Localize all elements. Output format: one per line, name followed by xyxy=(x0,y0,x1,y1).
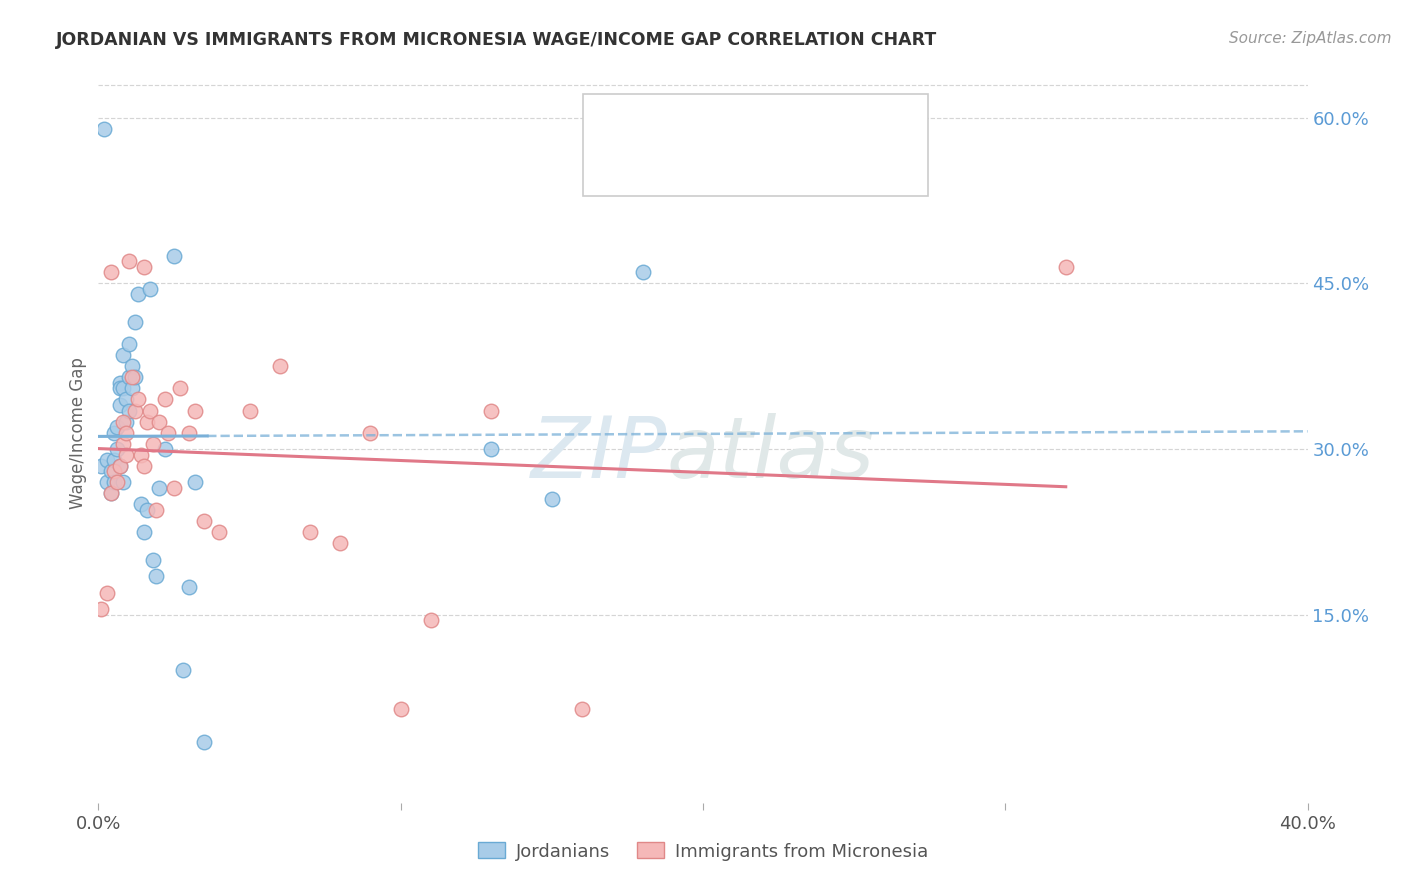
Point xyxy=(389,702,412,716)
Point xyxy=(269,359,291,374)
Point xyxy=(153,392,176,407)
Point xyxy=(127,392,149,407)
Point xyxy=(148,415,170,429)
Point xyxy=(360,425,382,440)
Point xyxy=(108,376,131,390)
Point xyxy=(184,475,207,490)
Point xyxy=(105,442,128,457)
Point xyxy=(100,486,122,500)
Point xyxy=(100,265,122,279)
Point xyxy=(135,415,157,429)
Point xyxy=(121,359,143,374)
Point xyxy=(111,475,134,490)
Point xyxy=(108,398,131,412)
Point xyxy=(108,458,131,473)
Point xyxy=(124,403,146,417)
Point xyxy=(105,475,128,490)
Point xyxy=(208,524,231,539)
Point xyxy=(1054,260,1077,274)
Point xyxy=(100,486,122,500)
Point xyxy=(481,442,503,457)
Point xyxy=(129,498,152,512)
Text: atlas: atlas xyxy=(666,413,875,496)
Point xyxy=(90,458,112,473)
Point xyxy=(118,370,141,384)
Text: JORDANIAN VS IMMIGRANTS FROM MICRONESIA WAGE/INCOME GAP CORRELATION CHART: JORDANIAN VS IMMIGRANTS FROM MICRONESIA … xyxy=(56,31,938,49)
Point xyxy=(114,415,136,429)
Point xyxy=(108,381,131,395)
Point xyxy=(124,370,146,384)
Text: R =: R = xyxy=(645,116,685,134)
Point xyxy=(108,458,131,473)
Point xyxy=(96,475,118,490)
Point xyxy=(540,491,562,506)
Point xyxy=(111,381,134,395)
Point xyxy=(96,586,118,600)
Point xyxy=(184,403,207,417)
Point xyxy=(132,260,155,274)
Point xyxy=(132,524,155,539)
Point xyxy=(239,403,262,417)
Point xyxy=(111,348,134,362)
Point xyxy=(103,475,125,490)
Point xyxy=(118,254,141,268)
Text: N =: N = xyxy=(772,116,811,134)
Point xyxy=(93,121,115,136)
Point xyxy=(90,602,112,616)
Point xyxy=(121,381,143,395)
Text: Source: ZipAtlas.com: Source: ZipAtlas.com xyxy=(1229,31,1392,46)
Point xyxy=(111,436,134,450)
Text: 44: 44 xyxy=(807,116,830,134)
Point xyxy=(96,453,118,467)
Point xyxy=(163,481,186,495)
Point xyxy=(121,370,143,384)
Point xyxy=(299,524,322,539)
Point xyxy=(129,448,152,462)
Point xyxy=(114,392,136,407)
Y-axis label: Wage/Income Gap: Wage/Income Gap xyxy=(69,357,87,508)
Point xyxy=(103,425,125,440)
Point xyxy=(156,425,179,440)
Text: N =: N = xyxy=(772,156,811,174)
Point xyxy=(124,315,146,329)
Point xyxy=(103,453,125,467)
Point xyxy=(142,436,165,450)
Point xyxy=(163,249,186,263)
Point xyxy=(135,503,157,517)
Point xyxy=(153,442,176,457)
Text: ZIP: ZIP xyxy=(530,413,666,496)
Text: 41: 41 xyxy=(807,156,830,174)
Point xyxy=(420,614,443,628)
Legend: Jordanians, Immigrants from Micronesia: Jordanians, Immigrants from Micronesia xyxy=(471,835,935,868)
Point xyxy=(148,481,170,495)
Point xyxy=(139,282,162,296)
Point xyxy=(172,663,194,677)
Point xyxy=(193,514,215,528)
Point xyxy=(145,503,167,517)
Point xyxy=(142,552,165,566)
Point xyxy=(100,464,122,478)
Point xyxy=(179,580,201,594)
Point xyxy=(118,337,141,351)
Text: 0.188: 0.188 xyxy=(685,156,735,174)
Point xyxy=(329,536,352,550)
Point xyxy=(132,458,155,473)
Point xyxy=(114,425,136,440)
Point xyxy=(118,403,141,417)
Point xyxy=(127,287,149,301)
Point xyxy=(631,265,654,279)
Point xyxy=(481,403,503,417)
Point xyxy=(111,415,134,429)
Point xyxy=(139,403,162,417)
Point xyxy=(103,464,125,478)
Point xyxy=(571,702,593,716)
Point xyxy=(193,735,215,749)
Text: R =: R = xyxy=(645,156,685,174)
Point xyxy=(145,569,167,583)
Point xyxy=(169,381,191,395)
Point xyxy=(105,420,128,434)
Point xyxy=(114,448,136,462)
Point xyxy=(179,425,201,440)
Text: -0.060: -0.060 xyxy=(685,116,742,134)
